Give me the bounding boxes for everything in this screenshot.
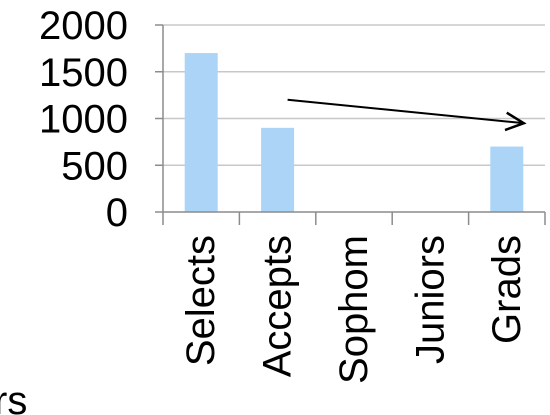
x-category-label: Accepts: [256, 235, 300, 377]
partial-text: rs: [0, 379, 27, 415]
bar-grads: [490, 146, 524, 212]
x-category-label: Sophom: [332, 235, 376, 384]
y-tick-label: 0: [106, 191, 128, 235]
y-tick-label: 2000: [39, 4, 128, 48]
y-tick-label: 500: [61, 144, 128, 188]
bar-selects: [184, 53, 218, 212]
x-category-label: Grads: [485, 235, 529, 344]
axes: [155, 24, 546, 225]
annotations: [287, 98, 527, 132]
x-category-labels: Selects Accepts Sophom Juniors Grads: [179, 235, 529, 384]
gridlines: [163, 24, 545, 166]
trend-arrow-line: [287, 98, 524, 125]
x-category-label: Selects: [179, 235, 223, 366]
trend-arrow-head: [504, 111, 527, 132]
x-category-label: Juniors: [408, 235, 452, 364]
y-tick-label: 1500: [39, 51, 128, 95]
y-tick-label: 1000: [39, 98, 128, 142]
bars: [184, 53, 524, 212]
bar-accepts: [261, 127, 295, 212]
